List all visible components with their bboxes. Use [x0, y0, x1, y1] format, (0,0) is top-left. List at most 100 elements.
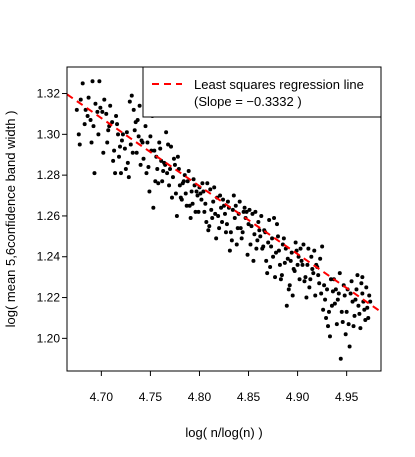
data-point — [207, 224, 212, 229]
data-point — [360, 275, 365, 280]
x-tick-label: 4.95 — [335, 390, 359, 404]
data-point — [208, 187, 213, 192]
data-point — [178, 195, 183, 200]
data-point — [326, 309, 331, 314]
data-point — [317, 281, 322, 286]
data-point — [209, 207, 214, 212]
data-point — [170, 175, 175, 180]
data-point — [278, 277, 283, 282]
data-point — [168, 167, 173, 172]
data-point — [113, 171, 118, 176]
data-point — [214, 236, 219, 241]
data-point — [88, 118, 93, 123]
data-point — [187, 203, 192, 208]
data-point — [276, 248, 281, 253]
data-point — [89, 140, 94, 145]
data-point — [143, 124, 148, 129]
y-tick-label: 1.24 — [37, 250, 61, 264]
data-point — [136, 134, 141, 139]
y-axis-title: log( mean 5,6confidence band width ) — [3, 111, 18, 328]
data-point — [78, 97, 83, 102]
data-point — [147, 189, 152, 194]
data-point — [318, 256, 323, 261]
data-point — [258, 234, 263, 239]
data-point — [232, 215, 237, 220]
data-point — [77, 142, 82, 147]
data-point — [269, 244, 274, 249]
data-point — [305, 262, 310, 267]
data-point — [165, 171, 170, 176]
data-point — [260, 246, 265, 251]
data-point — [95, 109, 100, 114]
data-point — [347, 344, 352, 349]
data-point — [367, 293, 372, 298]
data-point — [251, 258, 256, 263]
data-point — [325, 287, 330, 292]
data-point — [153, 179, 158, 184]
data-point — [344, 309, 349, 314]
data-point — [115, 122, 120, 127]
data-point — [351, 324, 356, 329]
data-point — [308, 277, 313, 282]
data-point — [290, 293, 295, 298]
data-point — [302, 279, 307, 284]
data-point — [329, 303, 334, 308]
data-point — [76, 132, 81, 137]
data-point — [80, 81, 85, 86]
y-tick-label: 1.22 — [37, 291, 61, 305]
data-point — [239, 236, 244, 241]
points-layer — [74, 79, 373, 361]
data-point — [299, 258, 304, 263]
data-point — [74, 107, 79, 112]
data-point — [248, 242, 253, 247]
data-point — [340, 320, 345, 325]
data-point — [300, 262, 305, 267]
data-point — [100, 109, 105, 114]
data-point — [161, 169, 166, 174]
data-point — [323, 297, 328, 302]
data-point — [112, 148, 117, 153]
data-point — [360, 291, 365, 296]
data-point — [171, 156, 176, 161]
data-point — [220, 220, 225, 225]
data-point — [247, 207, 252, 212]
data-point — [169, 144, 174, 149]
data-point — [91, 124, 96, 129]
data-point — [272, 215, 277, 220]
data-point — [85, 113, 90, 118]
data-point — [118, 171, 123, 176]
data-point — [349, 279, 354, 284]
data-point — [355, 273, 360, 278]
data-point — [120, 132, 125, 137]
data-point — [338, 356, 343, 361]
data-point — [101, 150, 106, 155]
data-point — [106, 128, 111, 133]
data-point — [348, 291, 353, 296]
data-point — [364, 285, 369, 290]
y-tick-label: 1.26 — [37, 209, 61, 223]
data-point — [221, 197, 226, 202]
data-point — [228, 230, 233, 235]
data-point — [275, 234, 280, 239]
data-point — [184, 203, 189, 208]
data-point — [216, 213, 221, 218]
data-point — [186, 169, 191, 174]
data-point — [339, 309, 344, 314]
data-point — [110, 120, 115, 125]
regression-layer — [66, 93, 382, 313]
data-point — [249, 224, 254, 229]
x-tick-label: 4.75 — [139, 390, 163, 404]
data-point — [152, 148, 157, 153]
data-point — [231, 193, 236, 198]
data-point — [128, 142, 133, 147]
data-point — [233, 203, 238, 208]
data-point — [223, 230, 228, 235]
data-point — [306, 246, 311, 251]
data-point — [358, 326, 363, 331]
data-point — [211, 199, 216, 204]
data-point — [151, 205, 156, 210]
data-point — [156, 181, 161, 186]
data-point — [326, 324, 331, 329]
data-point — [298, 246, 303, 251]
data-point — [330, 289, 335, 294]
